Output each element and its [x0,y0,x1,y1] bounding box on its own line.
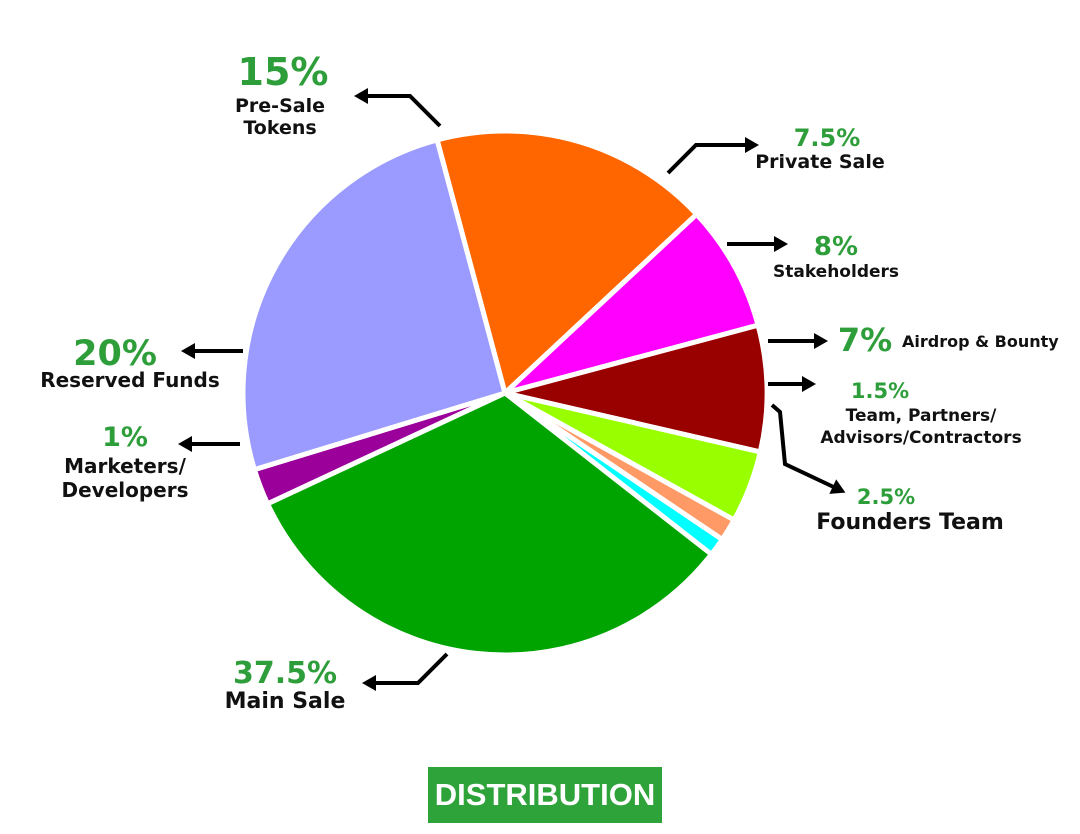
slice-label-7-line-0: Team, Partners/ [846,406,998,426]
slice-label-8-line-0: Founders Team [816,510,1004,535]
slice-5 [502,322,770,455]
percent-label-2: 20% [73,334,157,374]
percent-label-7: 1.5% [851,379,909,403]
slice-8 [502,390,725,557]
percent-label-5: 8% [814,232,858,262]
leader-arrowhead-5 [774,236,788,252]
slice-label-7-line-1: Advisors/Contractors [820,428,1021,448]
leader-arrowhead-0 [362,675,376,691]
percent-label-6: 7% [838,321,892,359]
leader-arrowhead-7 [802,376,816,392]
slice-label-1-line-1: Developers [61,478,188,502]
slice-label-6-line-0: Airdrop & Bounty [902,332,1059,351]
percent-label-4: 7.5% [794,124,861,152]
leader-arrowhead-6 [814,333,828,349]
slice-2 [240,137,508,473]
slice-label-0-line-0: Main Sale [225,689,346,714]
slice-label-4-line-0: Private Sale [755,151,885,173]
chart-title-box: DISTRIBUTION [428,767,662,823]
percent-label-3: 15% [238,50,329,94]
slice-label-3-line-0: Pre-Sale [235,95,325,117]
chart-title: DISTRIBUTION [434,777,656,812]
leader-line-3 [360,94,442,128]
percent-label-8: 2.5% [857,485,915,509]
slice-labels: 37.5%Main Sale 1%Marketers/Developers 20%R… [40,50,1059,714]
pie-slices [240,128,770,658]
percent-label-1: 1% [102,422,148,453]
leader-arrowhead-8 [829,479,846,494]
leader-line-4 [666,143,753,175]
slice-label-1-line-0: Marketers/ [64,454,186,478]
percent-label-0: 37.5% [233,656,337,691]
slice-label-3-line-1: Tokens [243,117,316,139]
leader-arrowhead-4 [745,137,759,153]
leader-arrowhead-2 [181,343,195,359]
leader-line-8 [770,403,841,492]
slice-label-5-line-0: Stakeholders [773,262,899,282]
slice-4 [502,211,761,396]
leader-lines [178,88,846,691]
slice-3 [434,128,700,396]
leader-arrowhead-3 [354,88,368,104]
leader-arrowhead-1 [178,436,192,452]
leader-line-0 [368,652,449,685]
slice-label-2-line-0: Reserved Funds [40,368,220,392]
